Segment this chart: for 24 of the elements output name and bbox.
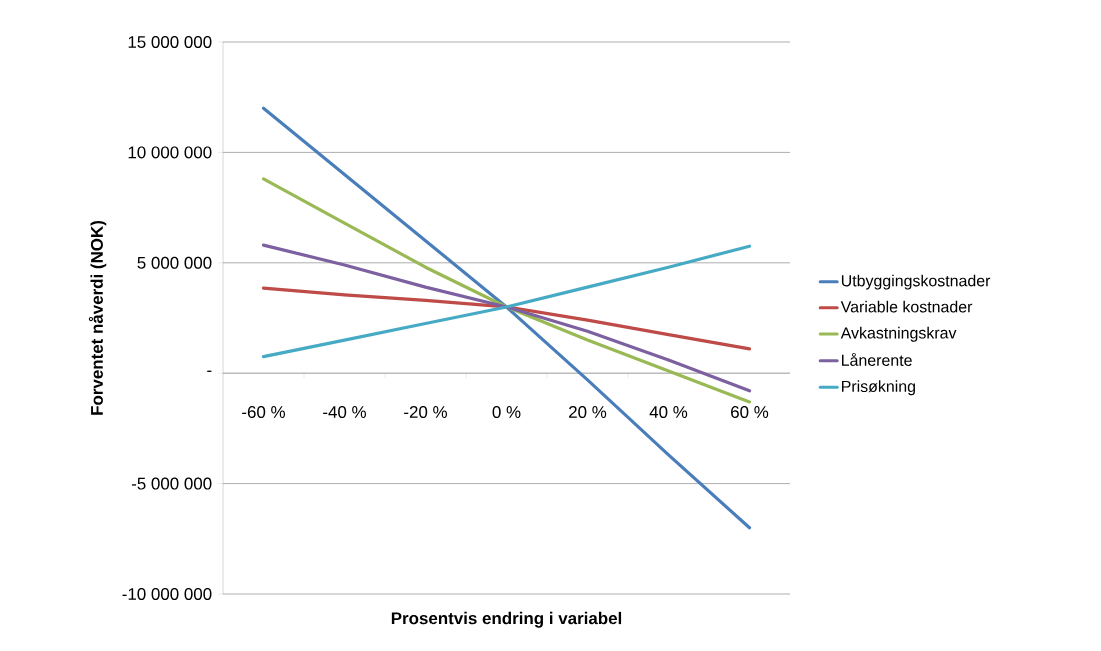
- y-tick-label: -10 000 000: [122, 588, 212, 600]
- x-tick-label: 20 %: [569, 406, 607, 419]
- line-series: [261, 244, 752, 359]
- y-tick-label: -: [207, 370, 212, 372]
- line-series: [261, 177, 752, 404]
- legend-label: Variable kostnader: [840, 300, 973, 313]
- legend-label: Utbyggingskostnader: [841, 274, 991, 290]
- x-tick-label: 40 %: [649, 406, 688, 419]
- y-tick-label: 10 000 000: [128, 146, 212, 159]
- x-tick-label: -60 %: [242, 406, 285, 419]
- x-tick-label: 0 %: [492, 406, 521, 419]
- y-tick-label: -5 000 000: [131, 477, 212, 490]
- x-tick-label: 60 %: [731, 406, 769, 419]
- legend-label: Lånerente: [842, 352, 912, 366]
- line-series: [261, 243, 752, 393]
- legend-label: Avkastningskrav: [840, 326, 957, 342]
- legend-label: Prisøkning: [842, 380, 915, 396]
- line-series: [261, 286, 752, 351]
- x-tick-label: -20 %: [404, 406, 447, 419]
- y-tick-label: 5 000 000: [137, 256, 212, 269]
- y-axis-title: Forventet nåverdi (NOK): [88, 220, 107, 415]
- x-axis-title: Prosentvis endring i variabel: [391, 611, 622, 628]
- y-tick-label: 15 000 000: [128, 36, 212, 48]
- x-tick-label: -40 %: [323, 406, 366, 419]
